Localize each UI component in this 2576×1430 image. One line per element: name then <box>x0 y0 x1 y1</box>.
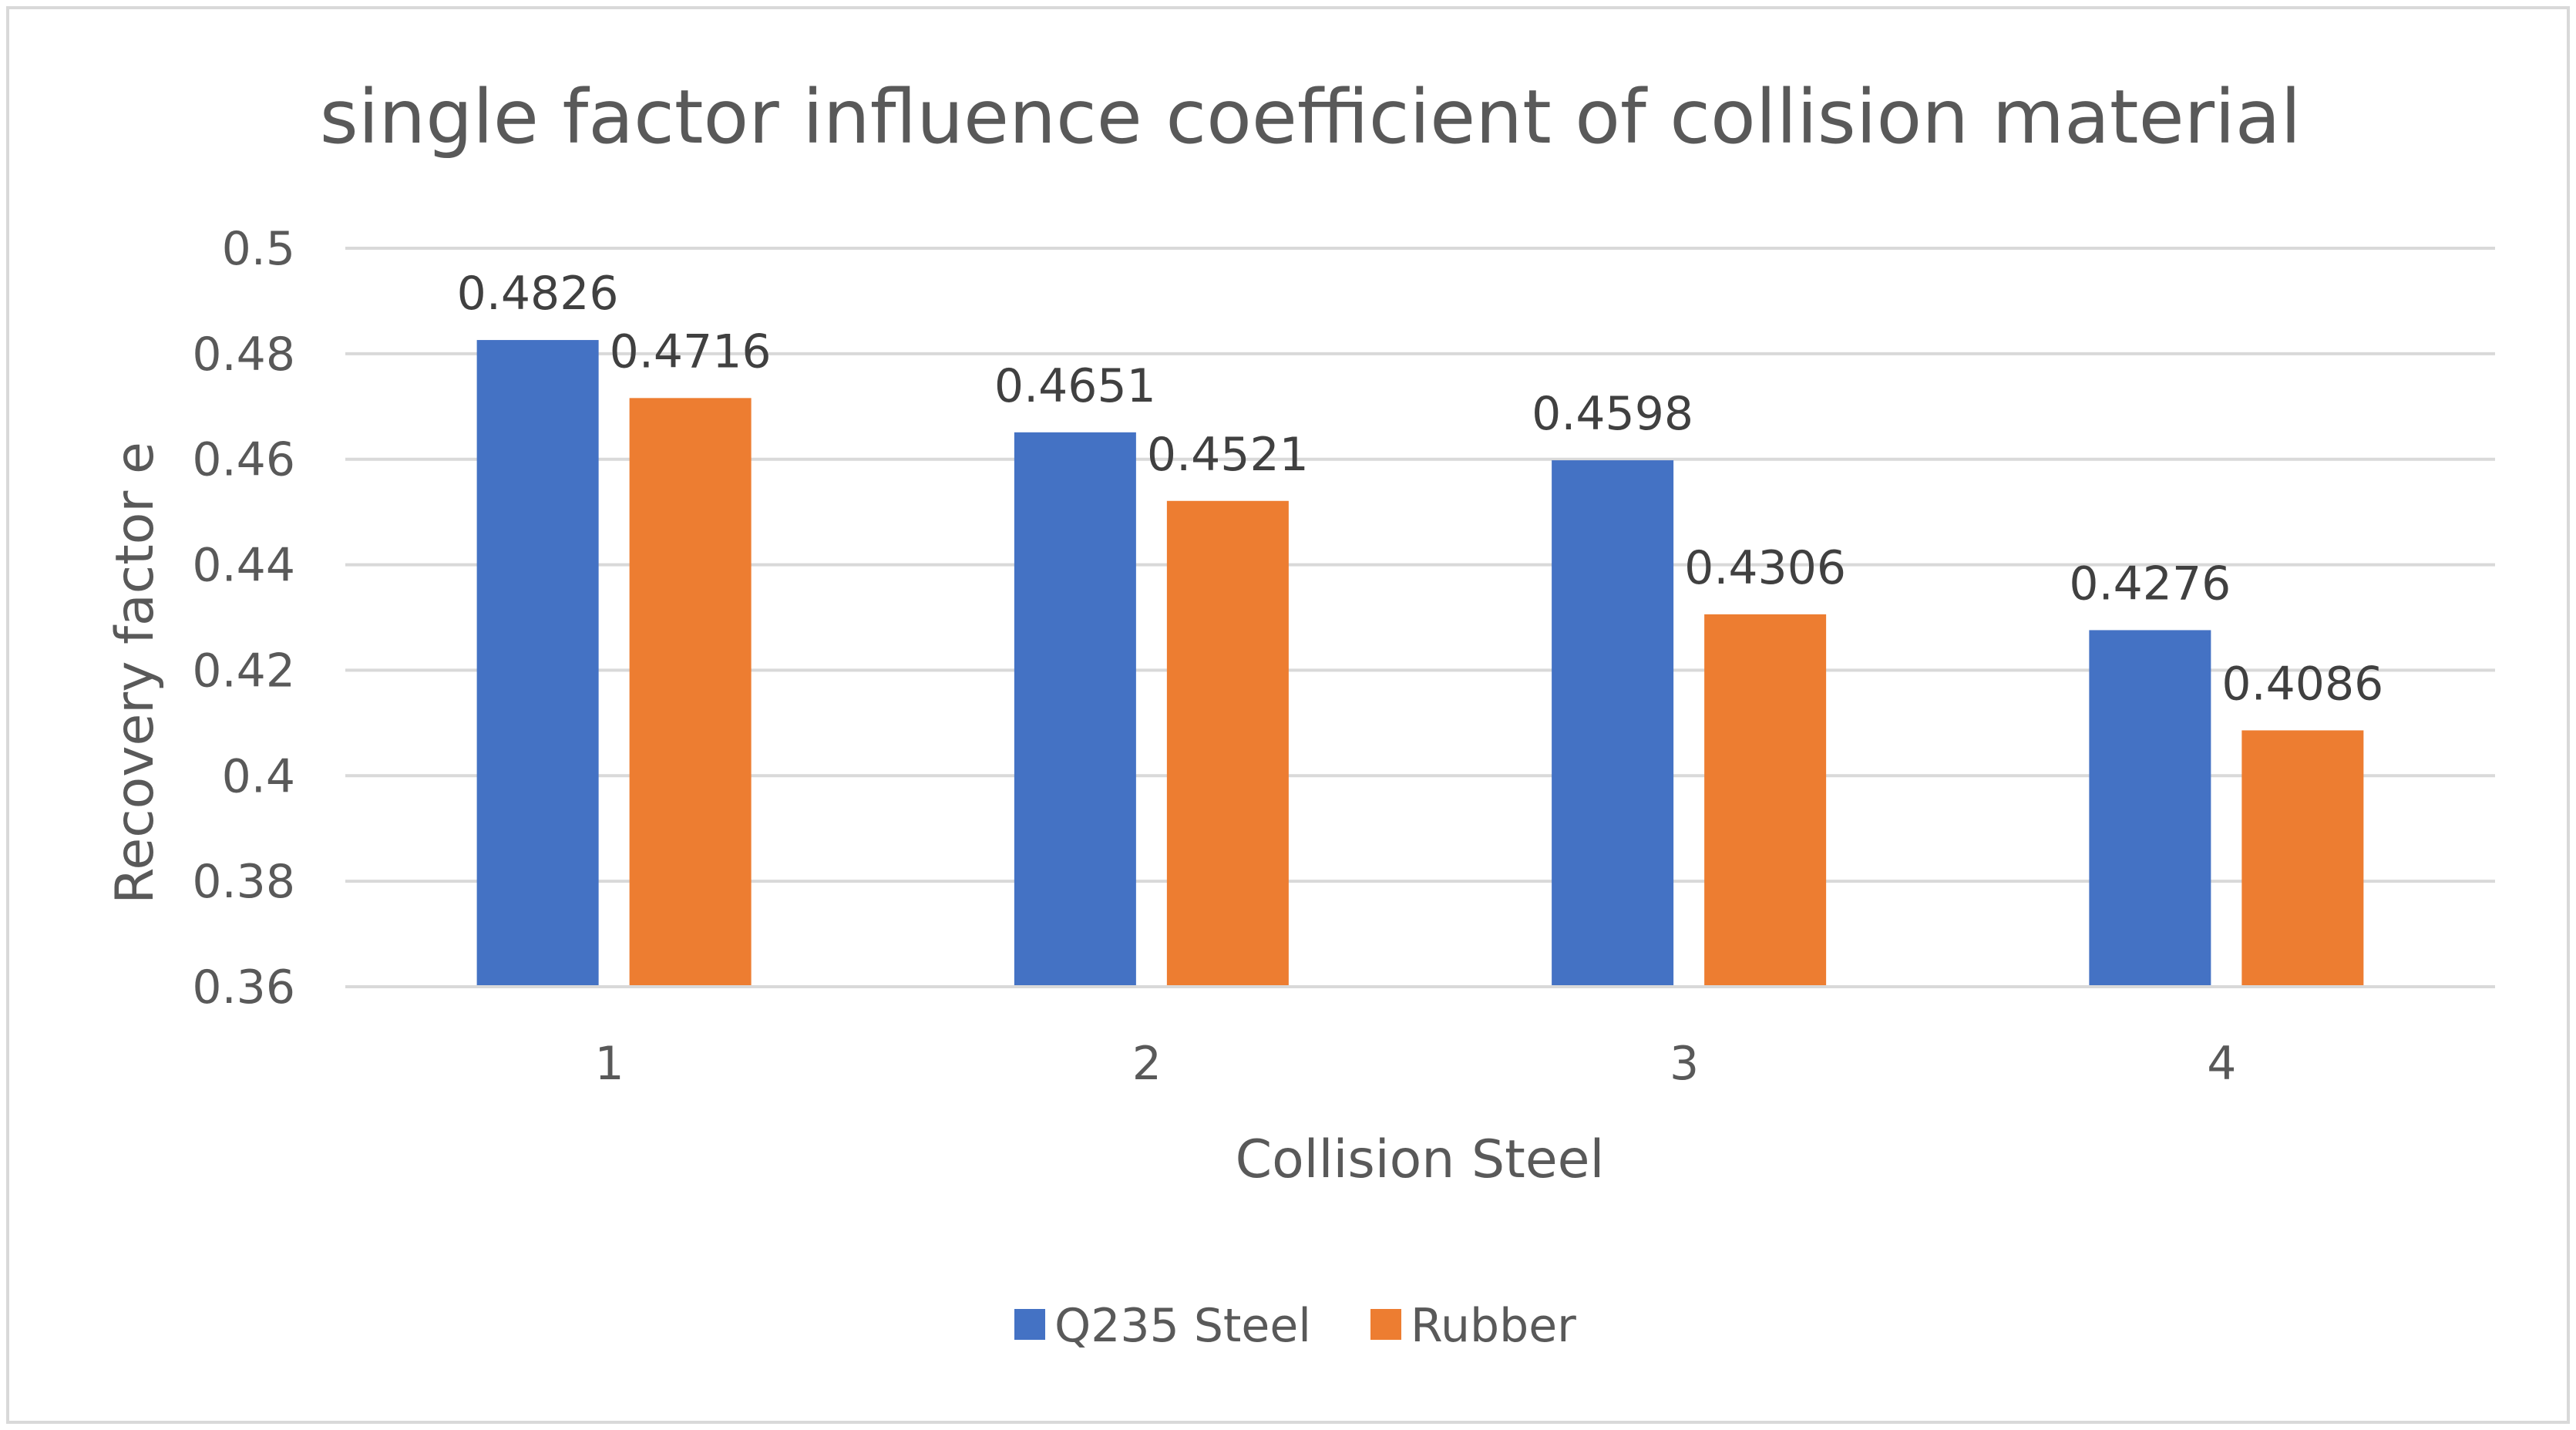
x-tick-label: 3 <box>1670 1037 1699 1091</box>
legend-swatch <box>1370 1309 1401 1340</box>
y-tick-label: 0.4 <box>222 749 295 803</box>
y-tick-label: 0.38 <box>192 855 295 909</box>
x-tick-label: 1 <box>595 1037 624 1091</box>
y-tick-label: 0.46 <box>192 433 295 487</box>
y-axis-tick-labels: 0.36 0.38 0.4 0.42 0.44 0.46 0.48 0.5 <box>192 222 295 1014</box>
bar-q235-steel-4 <box>2089 630 2211 987</box>
data-label: 0.4651 <box>994 359 1156 413</box>
data-label: 0.4276 <box>2069 557 2231 611</box>
data-label: 0.4598 <box>1532 387 1693 441</box>
bar-rubber-4 <box>2241 730 2364 987</box>
bars <box>476 340 2364 988</box>
bar-q235-steel-3 <box>1552 460 1674 987</box>
y-tick-label: 0.48 <box>192 328 295 382</box>
bar-rubber-2 <box>1166 500 1289 987</box>
data-label: 0.4521 <box>1147 428 1309 482</box>
x-tick-label: 4 <box>2207 1037 2236 1091</box>
data-label: 0.4826 <box>457 267 619 321</box>
legend-label: Rubber <box>1411 1299 1576 1353</box>
x-tick-label: 2 <box>1132 1037 1162 1091</box>
y-tick-label: 0.42 <box>192 644 295 698</box>
bar-rubber-1 <box>629 398 752 987</box>
y-tick-label: 0.5 <box>222 222 295 276</box>
bar-q235-steel-2 <box>1014 432 1136 987</box>
bar-rubber-3 <box>1704 614 1827 987</box>
x-axis-tick-labels: 1 2 3 4 <box>595 1037 2237 1091</box>
chart-title: single factor influence coefficient of c… <box>320 74 2302 160</box>
legend-label: Q235 Steel <box>1054 1299 1311 1353</box>
legend-swatch <box>1014 1309 1045 1340</box>
legend: Q235 Steel Rubber <box>1014 1299 1576 1353</box>
x-axis-title: Collision Steel <box>1236 1129 1605 1190</box>
bar-q235-steel-1 <box>476 340 599 988</box>
data-label: 0.4306 <box>1684 541 1846 595</box>
data-label: 0.4086 <box>2221 657 2383 711</box>
y-tick-label: 0.44 <box>192 539 295 593</box>
y-tick-label: 0.36 <box>192 961 295 1014</box>
y-axis-title: Recovery factor e <box>105 442 166 904</box>
data-label: 0.4716 <box>610 325 772 379</box>
